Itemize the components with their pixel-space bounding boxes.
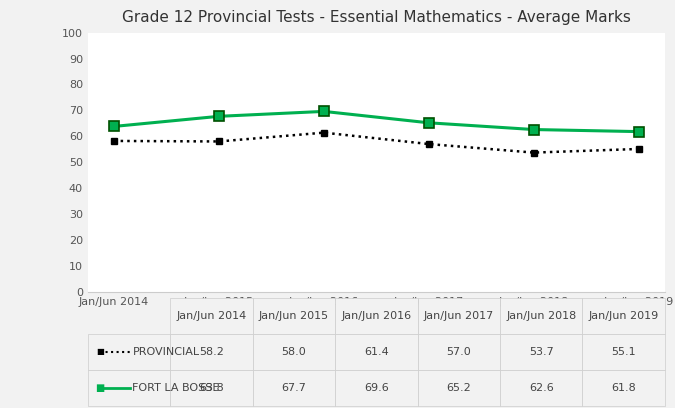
Title: Grade 12 Provincial Tests - Essential Mathematics - Average Marks: Grade 12 Provincial Tests - Essential Ma… [122, 9, 630, 24]
